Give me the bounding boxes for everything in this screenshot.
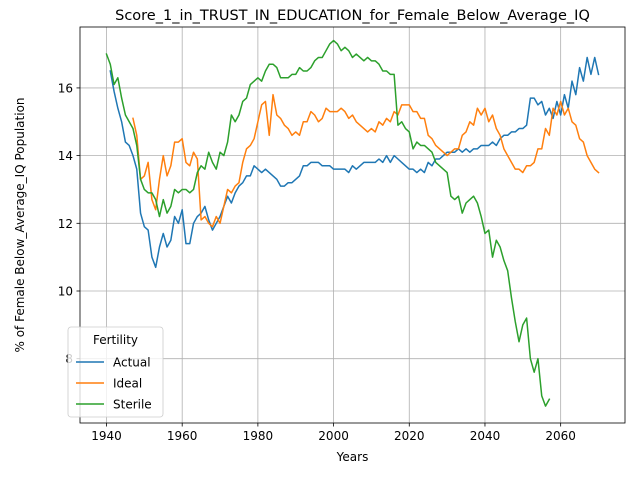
grid-lines (80, 27, 625, 423)
x-tick-label: 1980 (243, 429, 274, 443)
x-tick-label: 2060 (545, 429, 576, 443)
legend: Fertility Actual Ideal Sterile (67, 326, 164, 418)
x-axis-label: Years (336, 450, 369, 464)
x-tick-label: 2020 (394, 429, 425, 443)
x-tick-label: 1940 (91, 429, 122, 443)
legend-label-actual: Actual (113, 356, 151, 370)
legend-title: Fertility (93, 333, 138, 347)
series-line-sterile (105, 39, 551, 407)
x-tick-label: 1960 (167, 429, 198, 443)
axis-ticks: 1940196019802000202020402060810121416 (58, 81, 576, 443)
chart-title: Score_1_in_TRUST_IN_EDUCATION_for_Female… (115, 8, 590, 24)
legend-entries: Actual Ideal Sterile (76, 356, 152, 412)
y-axis-label: % of Female Below_Average_IQ Population (13, 97, 27, 352)
y-tick-label: 16 (58, 81, 73, 95)
x-tick-label: 2040 (470, 429, 501, 443)
legend-label-sterile: Sterile (113, 398, 152, 412)
y-tick-label: 14 (58, 149, 73, 163)
legend-box (67, 326, 164, 418)
series-line-ideal (132, 93, 600, 228)
y-tick-label: 12 (58, 217, 73, 231)
legend-label-ideal: Ideal (113, 377, 142, 391)
series-lines (105, 39, 600, 407)
y-tick-label: 10 (58, 285, 73, 299)
series-line-actual (109, 56, 600, 269)
x-tick-label: 2000 (318, 429, 349, 443)
plot-frame (79, 26, 626, 424)
